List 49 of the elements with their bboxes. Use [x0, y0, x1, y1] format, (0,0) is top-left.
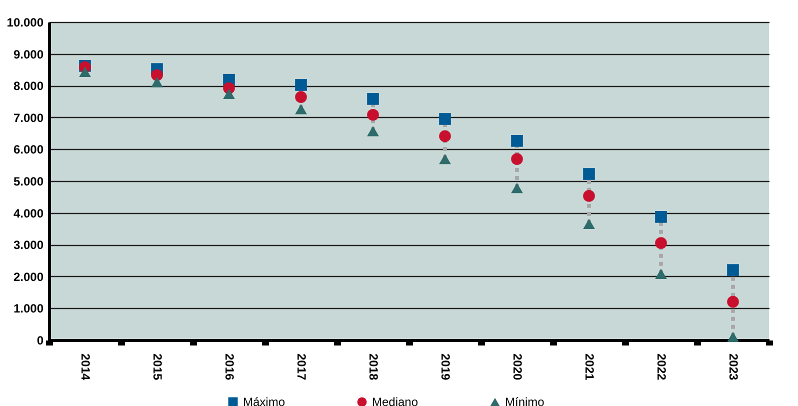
y-tick-label: 4.000 — [13, 206, 44, 220]
x-tick-label: 2015 — [150, 354, 164, 381]
point — [367, 126, 379, 136]
point — [439, 154, 451, 164]
point — [295, 104, 307, 114]
point — [367, 108, 379, 121]
point — [655, 268, 667, 279]
point — [439, 113, 451, 125]
x-tick-label: 2021 — [582, 354, 596, 381]
y-tick-label: 9.000 — [13, 47, 44, 62]
point — [583, 218, 595, 230]
y-tick-label: 5.000 — [13, 174, 44, 188]
point — [655, 211, 667, 223]
y-tick-label: 7.000 — [13, 110, 44, 125]
x-tick-label: 2022 — [654, 354, 668, 381]
x-tick-label: 2017 — [294, 354, 308, 381]
point — [727, 332, 739, 342]
y-tick-label: 2.000 — [13, 270, 44, 284]
x-tick-label: 2023 — [726, 354, 740, 381]
point — [511, 153, 523, 165]
x-tick-label: 2014 — [78, 354, 92, 381]
legend-label: Máximo — [243, 395, 286, 406]
point — [79, 66, 91, 78]
y-tick-label: 3.000 — [13, 238, 44, 252]
point — [727, 264, 739, 276]
x-tick-label: 2020 — [510, 354, 524, 381]
point — [367, 93, 379, 105]
point — [295, 91, 307, 103]
point — [511, 182, 523, 194]
y-tick-label: 6.000 — [13, 142, 44, 157]
point — [583, 168, 595, 180]
x-tick-label: 2018 — [366, 354, 380, 381]
legend-label: Mínimo — [505, 395, 545, 406]
legend-label: Mediano — [372, 395, 418, 406]
y-tick-label: 0 — [36, 334, 44, 348]
point — [727, 296, 739, 308]
point — [511, 135, 523, 147]
point — [655, 237, 667, 249]
point — [151, 76, 163, 88]
y-tick-label: 1.000 — [13, 302, 44, 316]
point — [583, 190, 595, 202]
point — [223, 88, 235, 99]
point — [151, 69, 163, 82]
x-tick-label: 2019 — [438, 354, 452, 381]
y-tick-label: 10.000 — [6, 16, 44, 30]
y-tick-label: 8.000 — [13, 79, 44, 94]
x-tick-label: 2016 — [222, 354, 236, 381]
point — [295, 79, 307, 91]
point — [439, 130, 451, 142]
